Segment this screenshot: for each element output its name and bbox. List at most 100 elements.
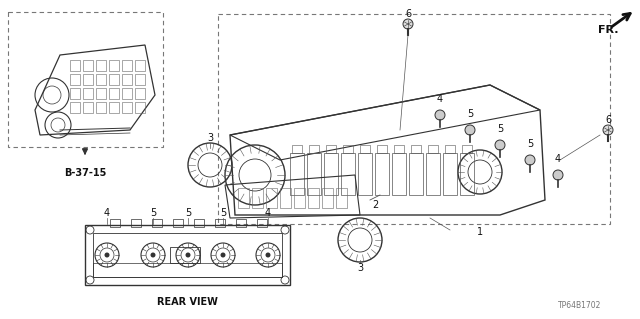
Text: 5: 5 (185, 208, 191, 218)
Bar (377, 145, 387, 153)
Bar (462, 145, 472, 153)
Circle shape (186, 253, 191, 257)
Text: 2: 2 (372, 200, 378, 210)
Bar (170, 247, 200, 263)
Bar (322, 188, 333, 208)
Bar (343, 145, 353, 153)
Text: 4: 4 (437, 94, 443, 104)
Bar (309, 145, 319, 153)
Bar (135, 102, 145, 113)
Bar (428, 145, 438, 153)
Text: 4: 4 (555, 154, 561, 164)
Bar (173, 219, 183, 227)
Text: 3: 3 (357, 263, 363, 273)
Text: FR.: FR. (598, 25, 618, 35)
Circle shape (603, 125, 613, 135)
Bar (109, 74, 119, 85)
Bar (426, 153, 440, 195)
Bar (238, 188, 249, 208)
Bar (109, 88, 119, 99)
Text: 4: 4 (265, 208, 271, 218)
Bar (360, 145, 370, 153)
Bar (411, 145, 421, 153)
Bar (83, 60, 93, 71)
Circle shape (104, 253, 109, 257)
Text: 5: 5 (150, 208, 156, 218)
Text: 5: 5 (220, 208, 226, 218)
Circle shape (553, 170, 563, 180)
Bar (152, 219, 162, 227)
Bar (8, 12, 163, 147)
Bar (83, 88, 93, 99)
Bar (280, 188, 291, 208)
Circle shape (221, 253, 225, 257)
Bar (341, 153, 355, 195)
Bar (257, 219, 267, 227)
Bar (294, 188, 305, 208)
Bar (443, 153, 457, 195)
Text: TP64B1702: TP64B1702 (558, 301, 602, 310)
Bar (324, 153, 338, 195)
Text: 5: 5 (467, 109, 473, 119)
Bar (252, 188, 263, 208)
Bar (131, 219, 141, 227)
Bar (85, 225, 290, 285)
Bar (290, 153, 304, 195)
Bar (96, 102, 106, 113)
Bar (70, 102, 80, 113)
Bar (135, 60, 145, 71)
Bar (392, 153, 406, 195)
Text: REAR VIEW: REAR VIEW (157, 297, 218, 307)
Bar (236, 219, 246, 227)
Bar (93, 233, 282, 277)
Bar (394, 145, 404, 153)
Bar (194, 219, 204, 227)
Bar (460, 153, 474, 195)
Text: 5: 5 (527, 139, 533, 149)
Bar (70, 60, 80, 71)
Bar (109, 60, 119, 71)
Bar (218, 14, 610, 224)
Bar (409, 153, 423, 195)
Bar (93, 263, 282, 277)
Bar (96, 74, 106, 85)
Bar (135, 88, 145, 99)
Bar (70, 74, 80, 85)
Bar (83, 74, 93, 85)
Circle shape (465, 125, 475, 135)
Circle shape (266, 253, 271, 257)
Bar (96, 88, 106, 99)
Text: 5: 5 (497, 124, 503, 134)
Bar (70, 88, 80, 99)
Bar (96, 60, 106, 71)
Bar (109, 102, 119, 113)
Text: 3: 3 (207, 133, 213, 143)
Bar (83, 102, 93, 113)
Bar (292, 145, 302, 153)
Text: 6: 6 (405, 9, 411, 19)
Circle shape (495, 140, 505, 150)
Text: 6: 6 (605, 115, 611, 125)
Circle shape (435, 110, 445, 120)
Bar (122, 60, 132, 71)
Bar (358, 153, 372, 195)
Bar (307, 153, 321, 195)
Bar (326, 145, 336, 153)
Circle shape (403, 19, 413, 29)
Bar (336, 188, 347, 208)
Bar (445, 145, 455, 153)
Bar (110, 219, 120, 227)
Text: B-37-15: B-37-15 (64, 168, 106, 178)
Bar (215, 219, 225, 227)
Bar (122, 88, 132, 99)
Circle shape (525, 155, 535, 165)
Circle shape (150, 253, 156, 257)
Bar (135, 74, 145, 85)
Bar (266, 188, 277, 208)
Text: 1: 1 (477, 227, 483, 237)
Bar (122, 102, 132, 113)
Bar (308, 188, 319, 208)
Bar (122, 74, 132, 85)
Text: 4: 4 (104, 208, 110, 218)
Bar (375, 153, 389, 195)
